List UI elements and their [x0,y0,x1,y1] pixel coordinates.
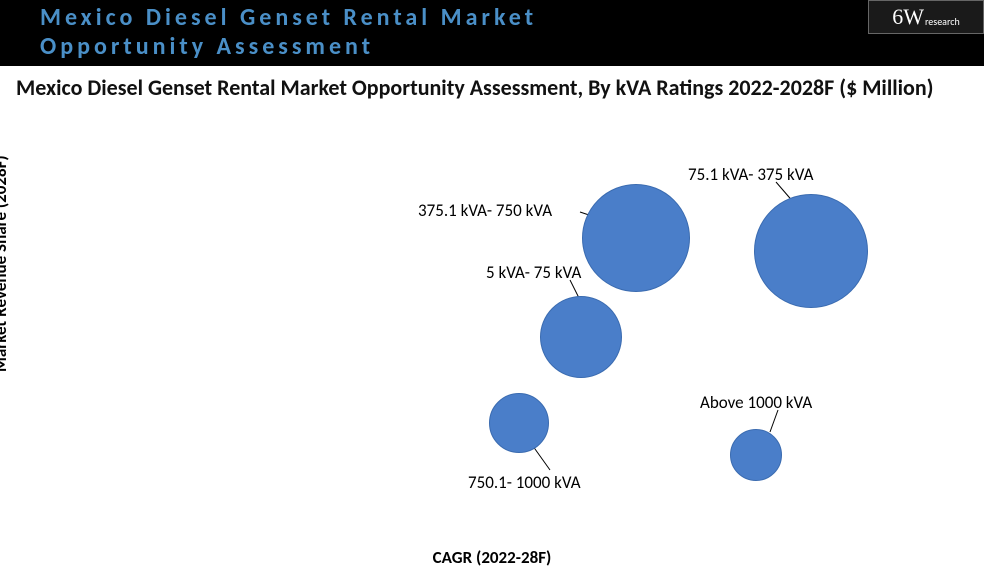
bubble [489,393,549,453]
bubble-label: 375.1 kVA- 750 kVA [418,200,552,221]
bubble-label: 750.1- 1000 kVA [468,472,581,493]
bubble [730,429,782,481]
bubble [582,184,690,292]
bubble [754,194,868,308]
bubble-label: 75.1 kVA- 375 kVA [688,164,813,185]
logo-sub-text: research [925,15,960,28]
brand-logo: 6W research [868,0,984,34]
bubble-chart: Market Revenue Share (2028F) CAGR (2022-… [0,102,984,576]
y-axis-label: Market Revenue Share (2028F) [0,155,11,372]
bubble [540,296,622,378]
header-bar: Mexico Diesel Genset Rental Market Oppor… [0,0,984,66]
chart-subtitle: Mexico Diesel Genset Rental Market Oppor… [16,74,984,102]
x-axis-label: CAGR (2022-28F) [433,547,552,568]
header-title: Mexico Diesel Genset Rental Market Oppor… [40,4,537,62]
logo-main-text: 6W [892,4,924,30]
leader-lines [0,102,984,576]
bubble-label: 5 kVA- 75 kVA [486,262,581,283]
bubble-label: Above 1000 kVA [700,392,812,413]
